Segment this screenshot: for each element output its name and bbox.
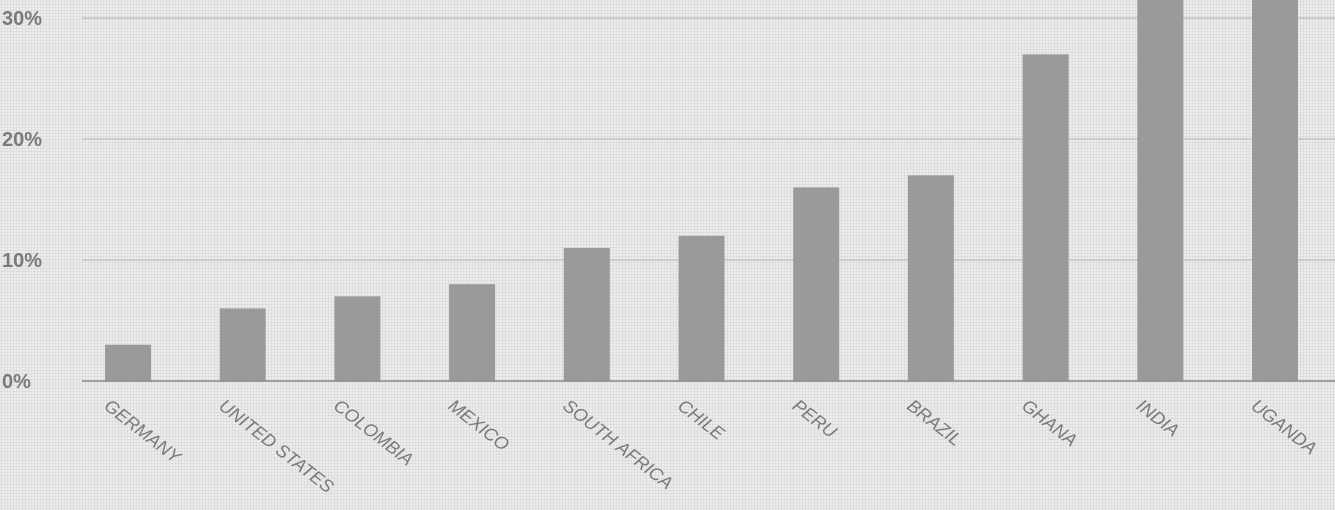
bars [105, 0, 1298, 382]
bar [678, 235, 725, 381]
bar [105, 344, 151, 381]
x-category-label: GHANA [1018, 395, 1081, 450]
bar [334, 296, 381, 381]
x-category-label: PERU [789, 395, 842, 442]
bar [563, 247, 610, 381]
y-tick-label: 0% [2, 371, 31, 393]
x-category-label: BRAZIL [903, 395, 965, 450]
x-category-label: COLOMBIA [330, 395, 417, 469]
y-tick-label: 30% [2, 8, 42, 30]
bar [449, 284, 496, 381]
x-category-label: SOUTH AFRICA [559, 395, 676, 493]
bar [1022, 54, 1069, 382]
x-category-label: GERMANY [101, 395, 187, 468]
y-axis-tick-labels: 0% 10% 20% 30% [2, 8, 42, 393]
bar [793, 187, 840, 381]
x-category-label: CHILE [674, 395, 729, 444]
x-category-label: UNITED STATES [215, 395, 337, 497]
x-category-label: INDIA [1133, 395, 1183, 440]
x-category-label: UGANDA [1248, 395, 1321, 458]
bar [907, 175, 954, 381]
y-tick-label: 20% [2, 129, 42, 151]
bar [1137, 0, 1184, 381]
bar [1252, 0, 1298, 381]
x-category-label: MEXICO [445, 395, 513, 454]
y-tick-label: 10% [2, 250, 42, 272]
bar [219, 308, 266, 381]
